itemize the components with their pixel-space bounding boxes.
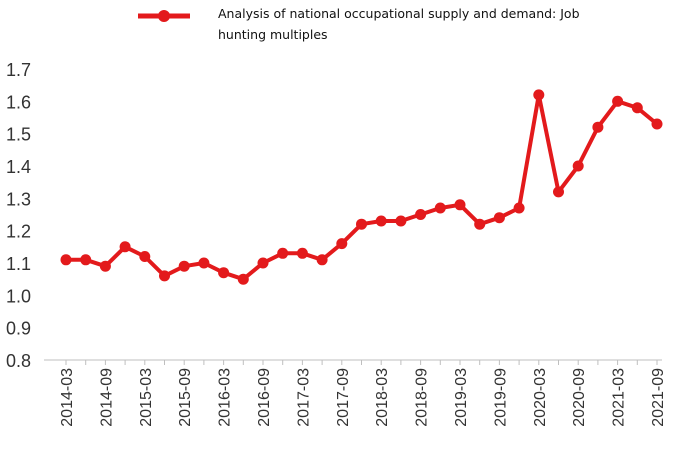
y-tick-label: 1.5	[6, 125, 31, 145]
data-point	[296, 247, 308, 259]
x-tick-label: 2019-03	[453, 368, 470, 427]
x-tick-label: 2014-03	[59, 368, 76, 427]
data-point	[375, 215, 387, 227]
data-point	[454, 199, 466, 211]
x-tick-label: 2014-09	[98, 368, 115, 427]
x-tick-label: 2020-03	[532, 368, 549, 427]
data-point	[553, 186, 564, 198]
x-tick-label: 2015-09	[177, 368, 194, 427]
data-point	[631, 102, 643, 114]
plot-area	[60, 89, 663, 285]
legend-label: Analysis of national occupational supply…	[218, 6, 580, 42]
data-point	[336, 238, 348, 250]
data-point	[572, 160, 584, 172]
x-tick-label: 2016-03	[217, 368, 234, 427]
data-point	[139, 251, 151, 262]
data-point	[277, 247, 289, 259]
y-tick-label: 1.7	[6, 60, 31, 80]
legend	[138, 10, 190, 22]
x-tick-label: 2018-09	[414, 368, 431, 427]
x-tick-label: 2020-09	[571, 368, 588, 427]
data-point	[415, 209, 427, 220]
data-point	[218, 267, 230, 279]
x-tick-label: 2017-09	[335, 368, 352, 427]
x-tick-label: 2018-03	[374, 368, 391, 427]
data-point	[356, 218, 367, 230]
y-tick-label: 1.6	[6, 92, 31, 112]
data-point	[99, 260, 111, 272]
data-point	[651, 118, 663, 130]
x-axis: 2014-03 2014-09 2015-03 2015-09 2016-03 2016-…	[44, 359, 667, 427]
x-tick-label: 2019-09	[492, 368, 509, 427]
data-point	[612, 95, 624, 107]
legend-marker-swatch	[158, 10, 170, 22]
y-tick-label: 1.2	[6, 222, 31, 242]
data-point	[198, 257, 210, 269]
y-tick-label: 0.8	[6, 351, 31, 371]
data-point	[237, 273, 249, 285]
y-tick-label: 1.3	[6, 189, 31, 209]
x-tick-label: 2021-09	[650, 368, 667, 427]
data-point	[395, 215, 407, 227]
x-tick-label: 2015-03	[138, 368, 155, 427]
data-point	[119, 241, 131, 253]
data-point	[533, 89, 545, 101]
data-point	[60, 254, 72, 266]
data-point	[513, 202, 525, 214]
x-tick-label: 2016-09	[256, 368, 273, 427]
x-tick-label: 2017-03	[295, 368, 312, 427]
y-tick-label: 0.9	[6, 319, 31, 339]
x-tick-label: 2021-03	[611, 368, 628, 427]
y-tick-label: 1.0	[6, 286, 31, 306]
series-line	[64, 92, 659, 282]
data-point	[474, 218, 486, 230]
y-tick-label: 1.4	[6, 157, 31, 177]
data-point	[493, 212, 505, 224]
y-axis: 0.8 0.9 1.0 1.1 1.2 1.3 1.4 1.5 1.6 1.7	[6, 60, 31, 371]
data-point	[178, 260, 190, 272]
data-point	[592, 121, 604, 133]
y-tick-label: 1.1	[6, 254, 31, 274]
data-point	[316, 254, 328, 266]
data-point	[159, 270, 170, 282]
data-point	[434, 202, 446, 214]
data-point	[80, 254, 92, 266]
data-point	[257, 257, 269, 269]
